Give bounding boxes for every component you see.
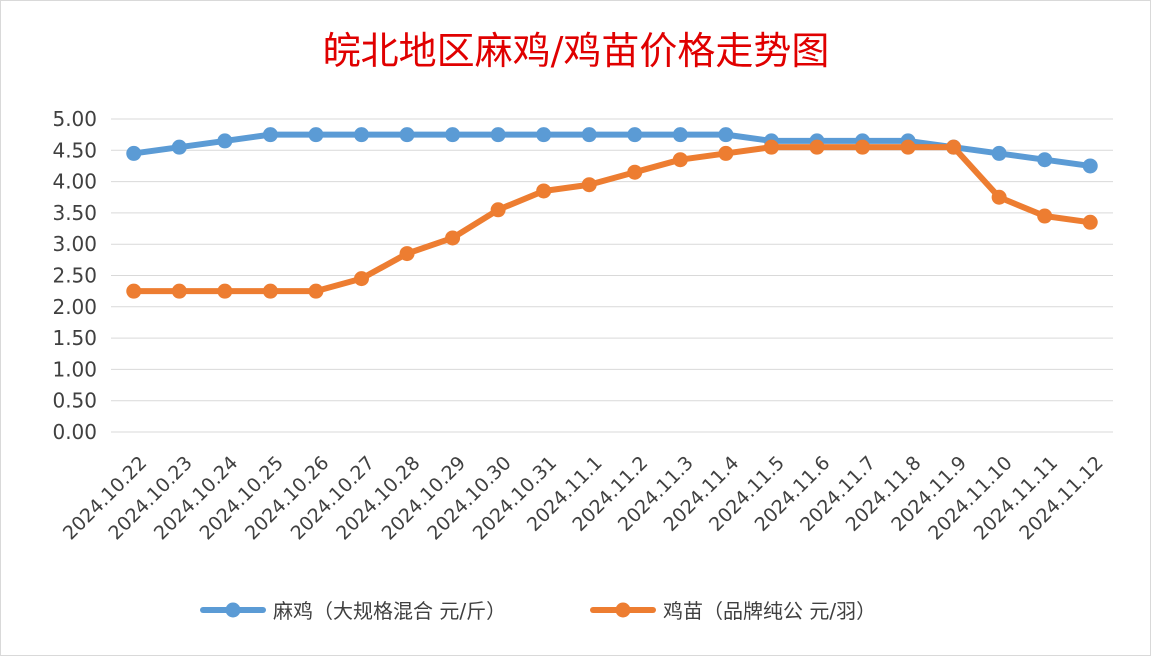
data-point — [627, 127, 643, 143]
data-point — [308, 127, 324, 143]
data-point — [672, 152, 688, 168]
data-point — [126, 145, 142, 161]
data-point — [536, 127, 552, 143]
y-axis-ticks: 0.00 0.50 1.00 1.50 2.00 2.50 3.00 3.50 4.00 4.50… — [52, 107, 97, 444]
data-point — [262, 127, 278, 143]
y-tick-label: 2.00 — [52, 295, 97, 319]
series-layer — [126, 127, 1098, 299]
data-point — [126, 283, 142, 299]
legend-swatch-marker — [615, 602, 631, 618]
y-tick-label: 1.00 — [52, 357, 97, 381]
data-point — [1082, 214, 1098, 230]
y-tick-label: 5.00 — [52, 107, 97, 131]
data-point — [718, 127, 734, 143]
data-point — [445, 230, 461, 246]
data-point — [308, 283, 324, 299]
data-point — [217, 133, 233, 149]
y-tick-label: 0.00 — [52, 420, 97, 444]
data-point — [763, 139, 779, 155]
data-point — [946, 139, 962, 155]
data-point — [1082, 158, 1098, 174]
legend-item: 麻鸡（大规格混合 元/斤） — [200, 599, 506, 623]
data-point — [262, 283, 278, 299]
data-point — [490, 202, 506, 218]
data-point — [855, 139, 870, 155]
x-axis-ticks: 2024.10.222024.10.232024.10.242024.10.25… — [59, 452, 1108, 544]
chart-title: 皖北地区麻鸡/鸡苗价格走势图 — [323, 29, 830, 73]
grid-layer — [111, 118, 1113, 433]
series-line — [130, 131, 1094, 169]
data-point — [809, 139, 825, 155]
data-point — [445, 127, 461, 143]
data-point — [536, 183, 552, 199]
y-tick-label: 1.50 — [52, 326, 97, 350]
y-tick-label: 4.50 — [52, 138, 97, 162]
y-tick-label: 3.50 — [52, 201, 97, 225]
data-point — [399, 246, 415, 262]
data-point — [1037, 152, 1053, 168]
data-point — [581, 127, 597, 143]
data-point — [1037, 208, 1053, 224]
legend-swatch-marker — [225, 602, 241, 618]
data-point — [490, 127, 506, 143]
data-point — [900, 139, 916, 155]
data-point — [399, 127, 415, 143]
data-point — [354, 127, 369, 143]
legend-item: 鸡苗（品牌纯公 元/羽） — [590, 599, 876, 623]
data-point — [672, 127, 688, 143]
y-tick-label: 4.00 — [52, 170, 97, 194]
data-point — [991, 145, 1007, 161]
series-line — [130, 144, 1094, 295]
legend: 麻鸡（大规格混合 元/斤） 鸡苗（品牌纯公 元/羽） — [200, 599, 876, 623]
y-tick-label: 0.50 — [52, 389, 97, 413]
data-point — [171, 283, 187, 299]
data-point — [627, 164, 643, 180]
legend-label: 鸡苗（品牌纯公 元/羽） — [663, 599, 876, 623]
data-point — [581, 177, 597, 193]
y-tick-label: 3.00 — [52, 232, 97, 256]
data-point — [991, 189, 1007, 205]
series-2 — [126, 139, 1098, 299]
y-tick-label: 2.50 — [52, 264, 97, 288]
data-point — [217, 283, 233, 299]
data-point — [171, 139, 187, 155]
data-point — [354, 271, 369, 287]
data-point — [718, 145, 734, 161]
legend-label: 麻鸡（大规格混合 元/斤） — [273, 599, 506, 623]
